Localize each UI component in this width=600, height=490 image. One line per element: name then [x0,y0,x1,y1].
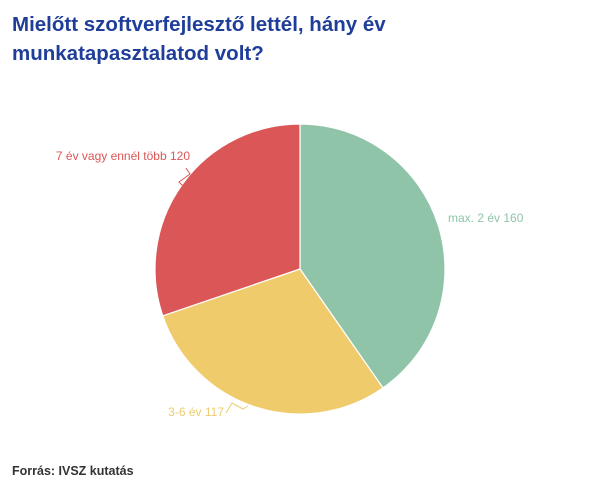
pie-slice-3-6-ev [161,268,384,415]
source-note: Forrás: IVSZ kutatás [12,464,134,478]
data-label-max-2-ev: max. 2 év 160 [448,211,524,225]
pie-slice-max-2-ev [299,123,446,389]
pie-slices [154,123,446,415]
data-label-7-ev-vagy-ennel-tobb: 7 év vagy ennél több 120 [56,149,190,163]
slice-labels: max. 2 év 160 3-6 év 117 7 év vagy ennél t… [56,149,524,419]
label-connectors [178,167,249,414]
label-connector-3-6-ev [225,402,249,414]
label-connector-7-ev-vagy-ennel-tobb [178,167,191,188]
data-label-3-6-ev: 3-6 év 117 [168,405,224,419]
chart-title: Mielőtt szoftverfejlesztő lettél, hány é… [12,13,386,65]
